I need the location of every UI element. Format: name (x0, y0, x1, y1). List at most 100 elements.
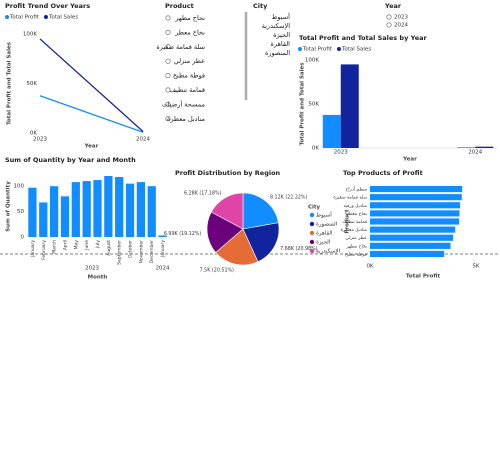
bar (158, 235, 167, 237)
bar (147, 186, 156, 237)
legend-label: Total Sales (48, 15, 78, 21)
slicer-radio[interactable] (165, 87, 171, 93)
bar (125, 183, 135, 237)
slicer-item[interactable]: 2024 (394, 23, 408, 29)
slicer-radio[interactable] (165, 44, 171, 50)
pie-slice (210, 192, 244, 230)
slicer-item[interactable]: نجاح مطهر (174, 14, 205, 22)
legend-label: Total Sales (341, 47, 371, 53)
y-tick-label: 50K (26, 81, 37, 87)
slicer-item[interactable]: فوطة مطبخ (173, 72, 205, 80)
legend-swatch (43, 15, 48, 19)
line-series (39, 95, 144, 133)
legend-label: المنصورة (316, 222, 338, 228)
slicer-item[interactable]: المنصورة (265, 49, 290, 57)
slicer-radio[interactable] (165, 58, 171, 64)
y-tick-label: بخاخ مطهر (345, 244, 367, 249)
y-tick-label: 100K (305, 58, 319, 64)
bar (370, 250, 445, 258)
bar (71, 182, 80, 237)
x-tick-label: November (138, 240, 144, 264)
legend-swatch (309, 212, 315, 218)
x-tick-label: 0K (366, 264, 373, 270)
pie-slice (215, 228, 259, 266)
slicer-radio[interactable] (386, 14, 392, 20)
slicer-radio[interactable] (165, 29, 171, 35)
x-tick-label: 5K (472, 264, 479, 270)
y-tick-label: 0K (312, 146, 319, 152)
y-tick-label: 100K (23, 32, 37, 38)
x-tick-label: April (62, 240, 68, 250)
slicer-item[interactable]: الجيزة (273, 31, 290, 39)
x-tick-label: 2023 (334, 150, 348, 156)
slicer-radio[interactable] (165, 15, 171, 21)
slicer-item[interactable]: قمامة تنظيف (169, 86, 205, 94)
x-tick-label: January (160, 240, 166, 258)
slicer-radio[interactable] (165, 116, 171, 122)
y-axis-title: Total Profit and Total Sales (7, 41, 13, 125)
slicer-title: Product (165, 2, 194, 10)
legend-swatch (309, 230, 315, 236)
x-tick-label: 2024 (468, 150, 482, 156)
chart-title: Profit Trend Over Years (5, 2, 90, 10)
x-axis-title: Total Profit (406, 274, 441, 280)
y-axis-title: Sum of Quantity (6, 181, 12, 232)
bar (60, 196, 70, 237)
y-axis-title: Total Profit and Total Sales (300, 62, 306, 146)
year-label: 2024 (156, 266, 170, 272)
chart-title: Total Profit and Total Sales by Year (299, 34, 427, 42)
x-tick-label: October (128, 240, 134, 258)
bar (370, 194, 462, 201)
y-tick-label: سلة قمامة صغيرة (333, 196, 367, 201)
legend-label: أسيوط (316, 211, 332, 219)
bar (475, 146, 494, 148)
pie-slice (242, 192, 279, 230)
legend-swatch (309, 248, 315, 254)
bar (93, 180, 102, 237)
x-tick-label: May (73, 240, 79, 250)
legend-label: القاهرة (316, 231, 333, 237)
slicer-item[interactable]: أسيوط (271, 12, 290, 21)
slicer-item[interactable]: الإسكندرية (262, 22, 291, 30)
legend-label: الإسكندرية (316, 248, 340, 255)
legend-title: City (308, 205, 321, 211)
y-tick-label: منظم أدراج (346, 186, 368, 193)
slicer-item[interactable]: 2023 (394, 15, 408, 21)
data-label: 7.68K (20.98%) (280, 246, 318, 252)
legend-label: Total Profit (302, 47, 333, 53)
slicer-radio[interactable] (386, 22, 392, 28)
data-label: 6.28K (17.18%) (184, 190, 222, 196)
year-label: 2023 (85, 266, 99, 272)
slicer-item[interactable]: سلة قمامة صغيرة (156, 43, 205, 51)
bar (104, 176, 113, 237)
x-tick-label: June (84, 240, 90, 251)
slicer-item[interactable]: ممسحة أرضيات (162, 99, 205, 108)
slicer-title: Year (384, 2, 402, 10)
data-label: 7.5K (20.51%) (200, 268, 234, 274)
y-tick-label: 100 (14, 184, 25, 190)
slicer-radio[interactable] (165, 73, 171, 79)
legend-swatch (336, 47, 341, 51)
slicer-item[interactable]: عطر منزلي (174, 57, 205, 65)
y-tick-label: مناديل معطرة (341, 228, 368, 233)
y-tick-label: قمامة تنظيف (342, 220, 367, 225)
chart-title: Sum of Quantity by Year and Month (5, 156, 136, 164)
slicer-radio[interactable] (165, 101, 171, 107)
x-axis-title: Month (88, 275, 108, 281)
slicer-item[interactable]: مناديل معطرة (167, 115, 205, 123)
slicer-item[interactable]: القاهرة (271, 40, 291, 48)
x-axis-title: Year (402, 157, 417, 163)
bar (370, 210, 460, 217)
bar (82, 181, 91, 237)
chart-title: Profit Distribution by Region (175, 169, 281, 177)
pie-slice (242, 222, 280, 263)
slicer-item[interactable]: بخاخ معطر (174, 28, 205, 36)
legend-swatch (309, 239, 315, 245)
legend-swatch (5, 15, 9, 19)
x-tick-label: 2024 (136, 137, 150, 143)
slicer-title: City (253, 2, 268, 10)
bar (457, 147, 476, 148)
pie-slice (206, 211, 244, 253)
bar (370, 202, 461, 209)
